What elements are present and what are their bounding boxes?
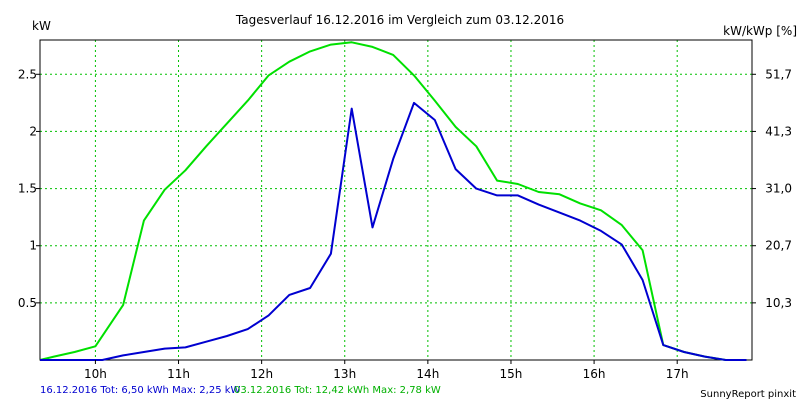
credit-text: SunnyReport pinxit: [700, 389, 796, 400]
x-tick-label: 15h: [500, 367, 523, 381]
x-tick-label: 10h: [84, 367, 107, 381]
y2-tick-label: 10,3: [765, 296, 792, 310]
series-line-03-12-2016: [39, 41, 747, 361]
y-tick-label: 1.5: [18, 182, 37, 196]
grid-lines: [40, 40, 752, 360]
y-axis-left: 0.5 1 1.5 2 2.5: [18, 67, 40, 310]
y-axis-right-label: kW/kWp [%]: [723, 24, 797, 38]
y2-tick-label: 51,7: [765, 67, 792, 81]
x-tick-label: 17h: [666, 367, 689, 381]
y-tick-label: 2: [29, 124, 37, 138]
series-line-16-12-2016: [40, 101, 747, 361]
y-axis-right: 10,3 20,7 31,0 41,3 51,7: [752, 67, 792, 310]
y-axis-left-label: kW: [32, 19, 51, 33]
x-tick-label: 13h: [333, 367, 356, 381]
plot-frame: [39, 39, 753, 361]
y-tick-label: 2.5: [18, 67, 37, 81]
y-tick-label: 1: [29, 239, 37, 253]
x-tick-label: 14h: [416, 367, 439, 381]
y2-tick-label: 31,0: [765, 182, 792, 196]
x-tick-label: 11h: [167, 367, 190, 381]
y-tick-label: 0.5: [18, 296, 37, 310]
x-axis: 10h 11h 12h 13h 14h 15h 16h 17h: [84, 360, 689, 381]
x-tick-label: 16h: [583, 367, 606, 381]
legend-green-series: 03.12.2016 Tot: 12,42 kWh Max: 2,78 kW: [234, 385, 441, 396]
chart-title: Tagesverlauf 16.12.2016 im Vergleich zum…: [235, 13, 564, 27]
y2-tick-label: 20,7: [765, 239, 792, 253]
y2-tick-label: 41,3: [765, 124, 792, 138]
x-tick-label: 12h: [250, 367, 273, 381]
legend-blue-series: 16.12.2016 Tot: 6,50 kWh Max: 2,25 kW: [40, 385, 241, 396]
series-layer: [39, 41, 747, 361]
